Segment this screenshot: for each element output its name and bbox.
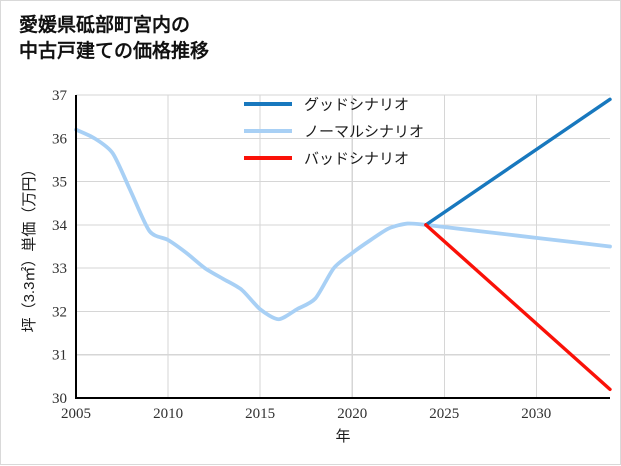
x-tick-label: 2030 [521,406,551,422]
series-line-1 [424,97,612,227]
y-tick-labels: 30 31 32 33 34 35 36 37 [52,88,68,407]
series-line-3 [424,223,612,392]
y-tick-label: 37 [52,88,68,104]
legend-label: バッドシナリオ [304,152,409,168]
y-tick-label: 35 [52,175,67,191]
series-group [74,97,612,392]
gridlines-group [75,94,610,399]
y-axis-title: 坪（3.3㎡）単価（万円） [21,162,38,333]
x-tick-label: 2015 [245,406,275,422]
axis-spines [74,95,610,400]
y-tick-label: 33 [52,261,67,277]
legend-label: グッドシナリオ [304,97,409,114]
y-tick-label: 36 [52,131,68,147]
x-axis-title: 年 [335,428,350,445]
x-tick-label: 2005 [61,406,91,422]
x-tick-labels: 2005 2010 2015 2020 2025 2030 [61,406,551,422]
series-line-2 [74,127,612,322]
y-tick-label: 31 [52,348,67,364]
page-title: 愛媛県砥部町宮内の 中古戸建ての価格推移 [19,15,210,62]
x-tick-label: 2025 [429,406,459,422]
x-tick-label: 2020 [337,406,367,422]
y-tick-label: 34 [52,218,68,234]
y-tick-label: 32 [52,304,67,320]
legend-label: ノーマルシナリオ [304,125,424,141]
x-tick-label: 2010 [153,406,183,422]
y-tick-label: 30 [52,391,67,407]
